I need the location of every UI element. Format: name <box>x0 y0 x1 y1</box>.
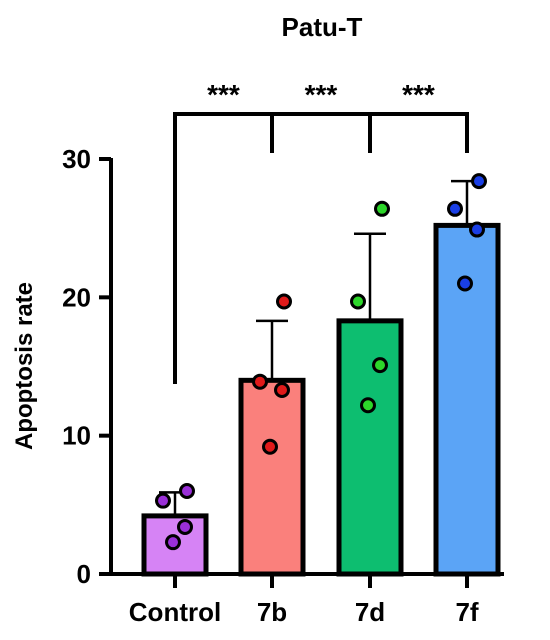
data-point <box>252 373 268 390</box>
x-tick-label: 7d <box>355 597 385 627</box>
y-tick-label: 10 <box>62 421 91 451</box>
data-point <box>276 293 292 310</box>
data-point <box>350 293 366 310</box>
bar-7f <box>433 222 501 577</box>
data-point <box>179 483 195 499</box>
data-point <box>177 518 193 535</box>
data-point <box>447 200 463 217</box>
data-point <box>262 438 278 455</box>
data-point <box>374 200 390 217</box>
data-point <box>372 357 388 374</box>
data-point <box>165 534 181 551</box>
data-point <box>469 221 485 238</box>
data-point <box>471 173 487 190</box>
x-tick-label: 7f <box>455 597 478 627</box>
significance-label: *** <box>207 79 240 110</box>
y-axis-label: Apoptosis rate <box>11 282 38 450</box>
y-tick-label: 20 <box>62 282 91 312</box>
y-tick-label: 0 <box>77 559 91 589</box>
x-tick-label: 7b <box>257 597 287 627</box>
data-point <box>155 492 171 509</box>
x-tick-label: Control <box>129 597 221 627</box>
chart-title: Patu-T <box>282 12 363 42</box>
bar-7d <box>336 318 404 577</box>
data-point <box>360 397 376 414</box>
y-tick-label: 30 <box>62 144 91 174</box>
bar-7b <box>238 377 306 577</box>
plot-area: 0 10 20 30 Control 7b 7d 7f *** *** *** <box>62 79 504 627</box>
significance-label: *** <box>402 79 435 110</box>
data-point <box>274 382 290 399</box>
data-point <box>457 275 473 292</box>
significance-label: *** <box>305 79 338 110</box>
